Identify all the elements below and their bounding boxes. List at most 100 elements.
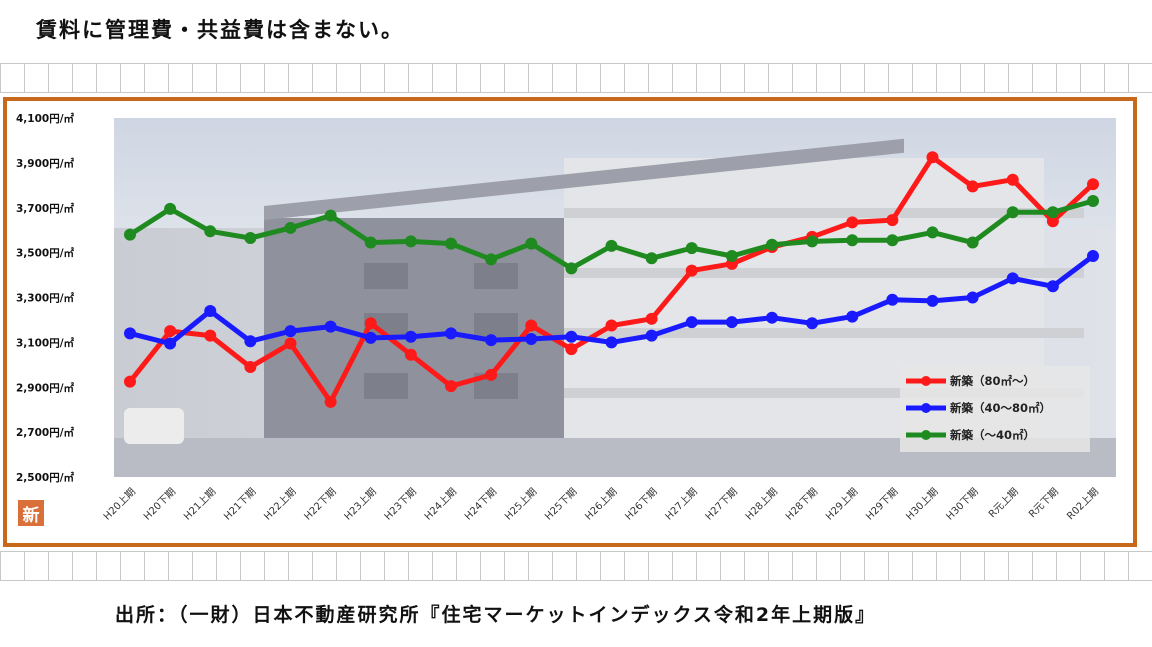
series-1-point [525,333,538,346]
series-1-point [886,293,899,306]
series-1-point [966,291,979,304]
x-tick-label: H20下期 [141,486,178,523]
series-1-point [1006,272,1019,285]
series-1-point [445,327,457,340]
x-tick-label: H20上期 [101,486,138,523]
series-1-point [806,317,819,330]
series-2-point [926,226,939,239]
y-tick-label: 2,500円/㎡ [16,471,75,484]
series-1-point [124,327,136,340]
x-tick-label: H26下期 [623,486,660,523]
y-tick-label: 4,100円/㎡ [16,112,75,125]
x-tick-label: H22下期 [302,486,339,523]
x-tick-label: H23下期 [382,486,419,523]
series-2-point [645,252,658,265]
source-citation: 出所：（一財）日本不動産研究所『住宅マーケットインデックス令和2年上期版』 [115,604,877,626]
grid-strip-top [0,63,1152,93]
series-2-point [404,235,417,248]
x-tick-label: H29下期 [864,486,901,523]
series-2-point [124,228,136,241]
x-tick-label: H21下期 [222,486,259,523]
legend-marker [921,403,931,413]
series-0-point [645,312,658,325]
series-2-point [685,242,698,255]
series-1-point [204,304,217,317]
series-2-point [605,239,618,252]
series-1-point [605,336,618,349]
series-0-point [404,348,417,361]
series-2-point [886,234,899,247]
series-1-point [926,294,939,307]
y-tick-label: 2,700円/㎡ [16,426,75,439]
series-2-point [284,221,297,234]
series-1-point [164,337,177,350]
series-0-point [565,343,578,356]
series-0-point [485,368,498,381]
series-2-point [725,249,738,262]
x-tick-label: R02上期 [1065,486,1102,523]
series-line-0 [128,154,1095,405]
x-tick-label: H28下期 [783,486,820,523]
series-2-point [766,238,778,251]
x-tick-label: H25下期 [543,486,580,523]
x-tick-label: R元下期 [1026,486,1061,521]
series-0-point [164,325,177,338]
series-0-point [244,361,257,374]
rent-note: 賃料に管理費・共益費は含まない。 [36,18,404,42]
series-2-point [445,237,457,250]
series-1-point [725,316,738,329]
series-2-point [1087,195,1099,208]
series-2-point [1006,206,1019,219]
series-0-point [926,151,939,164]
series-2-point [966,236,979,249]
series-0-point [445,380,457,393]
y-tick-label: 3,900円/㎡ [16,157,75,170]
legend-label: 新築（80㎡〜） [950,374,1035,388]
x-tick-label: H25上期 [502,486,539,523]
series-0-point [966,180,979,193]
series-1-point [404,330,417,343]
x-tick-label: H24上期 [422,486,459,523]
y-tick-label: 3,300円/㎡ [16,292,75,305]
y-tick-label: 3,700円/㎡ [16,202,75,215]
x-tick-label: H30上期 [904,486,941,523]
series-1-point [645,329,658,342]
series-0-point [525,319,538,332]
new-badge-icon: 新 [18,500,44,526]
series-1-point [685,316,698,329]
legend-label: 新築（40〜80㎡） [950,401,1051,415]
grid-strip-bottom [0,551,1152,581]
x-tick-label: H22上期 [262,486,299,523]
series-2-point [324,209,337,222]
series-0-point [324,395,337,408]
legend-marker [921,430,931,440]
series-1-point [1087,249,1099,262]
x-tick-label: H29上期 [823,486,860,523]
y-tick-label: 3,500円/㎡ [16,247,75,260]
series-2-point [485,253,498,266]
legend-marker [921,376,931,386]
series-2-point [164,202,177,215]
series-0-point [846,216,859,229]
y-tick-label: 2,900円/㎡ [16,381,75,394]
series-2-point [565,262,578,275]
series-0-point [1046,215,1059,228]
legend-label: 新築（〜40㎡） [950,428,1035,442]
series-1-point [766,311,778,324]
series-2-point [1046,206,1059,219]
x-tick-label: H28上期 [743,486,780,523]
series-0-point [886,214,899,227]
series-2-point [204,225,217,238]
series-0-point [124,375,136,388]
series-0-point [605,319,618,332]
series-2-point [846,234,859,247]
series-2-point [364,236,377,249]
series-1-point [565,330,578,343]
series-line-2 [128,198,1094,271]
series-1-point [364,331,377,344]
series-1-point [846,310,859,323]
series-1-point [1046,280,1059,293]
x-tick-label: H24下期 [462,486,499,523]
series-1-point [244,335,257,348]
